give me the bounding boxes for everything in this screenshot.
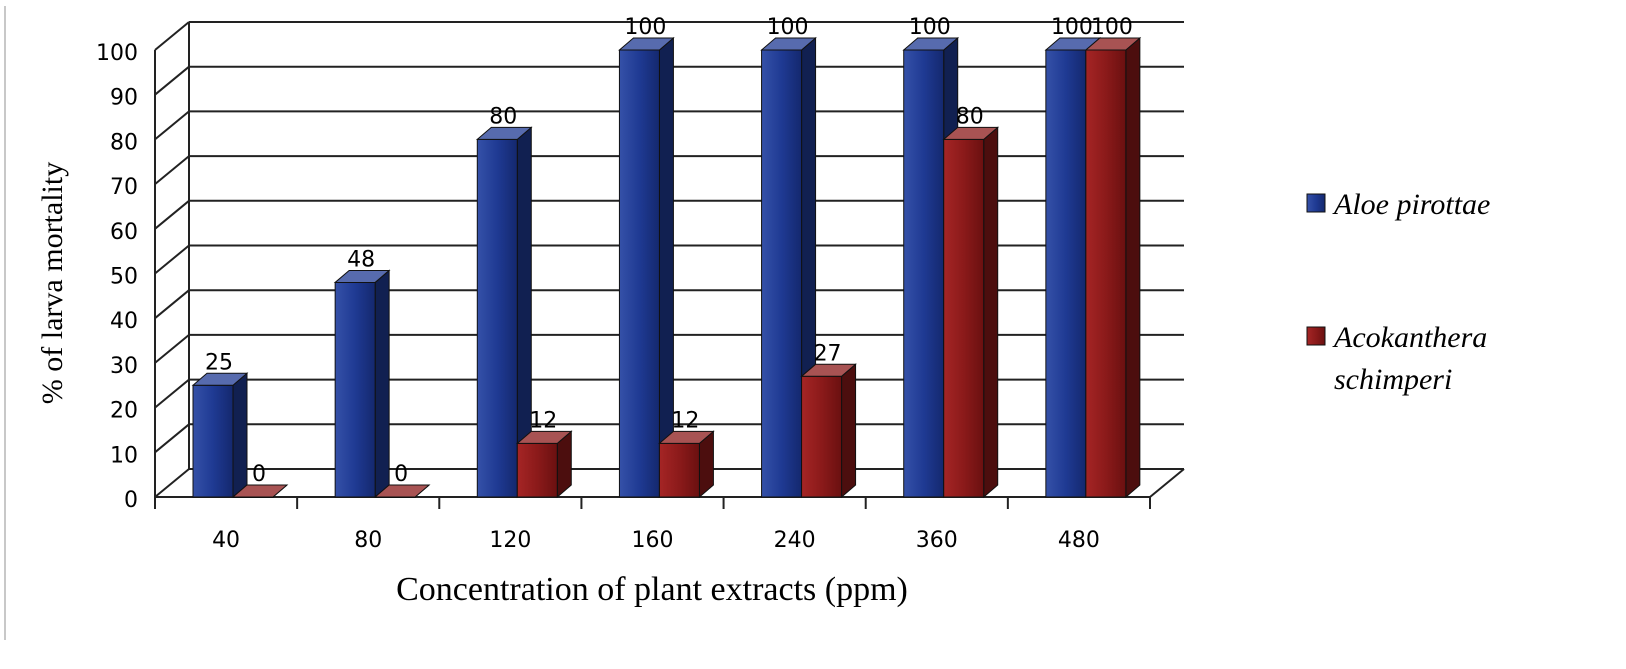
- data-label: 12: [529, 408, 557, 433]
- bar-front-face: [1045, 49, 1087, 498]
- bar-top-face: [1084, 37, 1142, 51]
- bar-front-face: [903, 49, 945, 498]
- legend-label: Aloe pirottae: [1332, 188, 1490, 221]
- bar-red: [800, 363, 857, 499]
- legend: Aloe pirottae Acokanthera schimperi: [1306, 188, 1490, 396]
- gridline-floor-edge: [154, 21, 190, 51]
- x-axis-label: Concentration of plant extracts (ppm): [396, 571, 908, 608]
- data-label: 27: [814, 341, 842, 366]
- data-label: 80: [489, 104, 517, 129]
- bar-top-face: [191, 372, 249, 386]
- bar-top-face: [373, 484, 431, 498]
- x-tick-label: 40: [212, 528, 240, 553]
- bar-front-face: [516, 442, 558, 498]
- legend-label: schimperi: [1334, 363, 1452, 396]
- bar-red: [373, 484, 431, 498]
- y-tick-label: 0: [124, 488, 138, 513]
- x-tick-label: 160: [632, 528, 674, 553]
- y-tick-label: 80: [110, 130, 138, 155]
- bar-top-face: [475, 126, 533, 140]
- bar-top-face: [942, 126, 1000, 140]
- gridline-floor-edge: [154, 468, 190, 498]
- bar-blue: [475, 126, 533, 499]
- bar-red: [658, 430, 715, 499]
- bar-red: [231, 484, 289, 498]
- x-tick-label: 360: [916, 528, 958, 553]
- bar-front-face: [761, 49, 803, 498]
- bar-blue: [333, 269, 391, 499]
- bar-side-face: [232, 372, 248, 499]
- bar-front-face: [618, 49, 660, 498]
- bar-top-face: [902, 37, 960, 51]
- data-label: 0: [394, 462, 408, 487]
- legend-swatch-blue: [1306, 193, 1326, 213]
- x-tick-label: 240: [774, 528, 816, 553]
- bar-side-face: [841, 363, 857, 499]
- data-label: 25: [205, 350, 233, 375]
- x-tick-label: 80: [354, 528, 382, 553]
- bar-top-face: [800, 363, 857, 377]
- bar-red: [515, 430, 573, 499]
- data-label: 100: [624, 15, 666, 40]
- y-tick-label: 10: [110, 443, 138, 468]
- bar-red: [1084, 36, 1142, 499]
- gridline-floor-edge: [154, 110, 190, 141]
- floor-right-edge: [1149, 468, 1185, 498]
- y-tick-label: 30: [110, 354, 138, 379]
- gridline-floor-edge: [154, 155, 190, 185]
- bar-front-face: [1085, 49, 1127, 498]
- y-tick-label: 60: [110, 220, 138, 245]
- bars: [191, 36, 1142, 499]
- y-tick-label: 20: [110, 399, 138, 424]
- data-label: 48: [347, 247, 375, 272]
- bar-front-face: [801, 375, 843, 498]
- bar-top-face: [760, 37, 817, 51]
- data-label: 100: [909, 15, 951, 40]
- bar-red: [942, 126, 1000, 499]
- gridline-floor-edge: [154, 289, 190, 319]
- gridline-floor-edge: [154, 200, 190, 230]
- bar-top-face: [333, 269, 391, 283]
- gridline-floor-edge: [154, 378, 190, 409]
- gridline-floor-edge: [154, 423, 190, 454]
- y-tick-label: 100: [96, 41, 138, 66]
- data-label: 12: [671, 408, 699, 433]
- bar-side-face: [1125, 36, 1141, 499]
- gridline-floor-edge: [154, 334, 190, 364]
- data-label: 100: [1051, 15, 1093, 40]
- data-label: 80: [956, 104, 984, 129]
- bar-top-face: [658, 430, 715, 444]
- y-tick-label: 50: [110, 265, 138, 290]
- y-tick-label: 90: [110, 86, 138, 111]
- bar-side-face: [374, 269, 390, 499]
- legend-label: Acokanthera: [1332, 321, 1487, 354]
- gridline-floor-edge: [154, 244, 190, 275]
- bar-side-face: [983, 126, 999, 499]
- y-axis-label: % of larva mortality: [36, 162, 69, 404]
- bar-blue: [618, 36, 675, 499]
- bar-front-face: [658, 442, 700, 498]
- data-label: 100: [767, 15, 809, 40]
- gridline-floor-edge: [154, 65, 190, 96]
- data-label: 0: [252, 462, 266, 487]
- bar-front-face: [943, 138, 985, 498]
- bar-top-face: [231, 484, 289, 498]
- bar-front-face: [476, 138, 518, 498]
- y-tick-label: 70: [110, 175, 138, 200]
- bar-front-face: [192, 384, 234, 498]
- legend-swatch-red: [1306, 326, 1326, 346]
- x-tick-label: 120: [489, 528, 531, 553]
- bar-blue: [191, 372, 249, 499]
- bar-top-face: [515, 430, 573, 444]
- y-tick-label: 40: [110, 309, 138, 334]
- bar-front-face: [334, 281, 376, 498]
- x-tick-label: 480: [1058, 528, 1100, 553]
- data-label: 100: [1091, 15, 1133, 40]
- bar-top-face: [618, 37, 675, 51]
